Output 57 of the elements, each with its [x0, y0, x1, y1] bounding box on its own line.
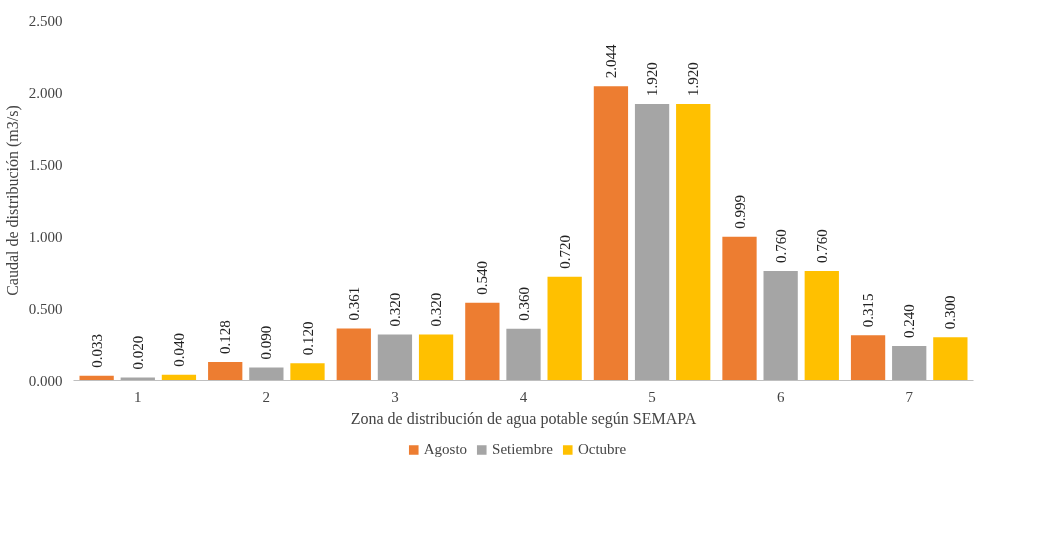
bar: [804, 271, 839, 381]
y-tick-label: 1.500: [28, 156, 63, 173]
bar: [506, 328, 541, 381]
y-tick-label: 2.000: [28, 84, 63, 101]
y-tick-label: 0.000: [28, 372, 63, 389]
data-label: 0.315: [860, 293, 877, 328]
data-label: 0.760: [813, 229, 830, 264]
legend-label: Agosto: [423, 440, 468, 458]
bar: [249, 367, 284, 381]
x-tick-label: 5: [648, 388, 656, 405]
bar: [892, 345, 927, 381]
data-label: 0.760: [772, 229, 789, 264]
data-label: 0.128: [217, 320, 234, 355]
data-label: 2.044: [602, 43, 619, 79]
legend-label: Setiembre: [492, 440, 553, 458]
data-label: 0.320: [386, 292, 403, 327]
data-label: 0.040: [170, 332, 187, 367]
bar: [418, 334, 454, 381]
data-label: 0.300: [942, 295, 959, 330]
bar: [634, 104, 670, 381]
bar: [850, 335, 886, 381]
data-label: 1.920: [685, 62, 702, 97]
data-label: 0.999: [731, 194, 748, 229]
bar: [676, 104, 711, 381]
bar: [763, 271, 798, 381]
y-tick-label: 1.000: [28, 228, 63, 245]
x-tick-label: 1: [134, 388, 142, 405]
x-tick-label: 2: [262, 388, 271, 405]
y-axis-title: Caudal de distribución (m3/s): [3, 105, 22, 296]
bar: [547, 276, 582, 381]
data-label: 0.360: [515, 286, 532, 321]
data-label: 0.320: [428, 292, 445, 327]
bar: [377, 334, 413, 381]
bar: [933, 337, 968, 381]
data-label: 0.120: [299, 321, 316, 356]
data-label: 1.920: [644, 62, 661, 97]
bar: [593, 86, 629, 381]
data-label: 0.540: [474, 260, 491, 295]
x-axis-title: Zona de distribución de agua potable según SEMAPA: [350, 409, 697, 428]
data-label: 0.240: [901, 304, 918, 338]
data-label: 0.020: [129, 335, 146, 370]
bar: [465, 302, 500, 381]
data-label: 0.720: [556, 235, 573, 269]
bar: [336, 328, 371, 381]
bar: [290, 363, 325, 381]
data-label: 0.090: [258, 325, 275, 360]
y-tick-label: 2.500: [28, 12, 63, 29]
bar: [208, 362, 243, 381]
data-label: 0.361: [345, 286, 362, 321]
data-label: 0.033: [88, 334, 105, 368]
x-tick-label: 4: [519, 388, 528, 405]
legend-label: Octubre: [577, 440, 627, 458]
bar: [722, 236, 757, 381]
x-tick-label: 7: [905, 388, 914, 405]
x-tick-label: 3: [391, 388, 399, 405]
x-tick-label: 6: [776, 388, 785, 405]
y-tick-label: 0.500: [28, 300, 63, 317]
